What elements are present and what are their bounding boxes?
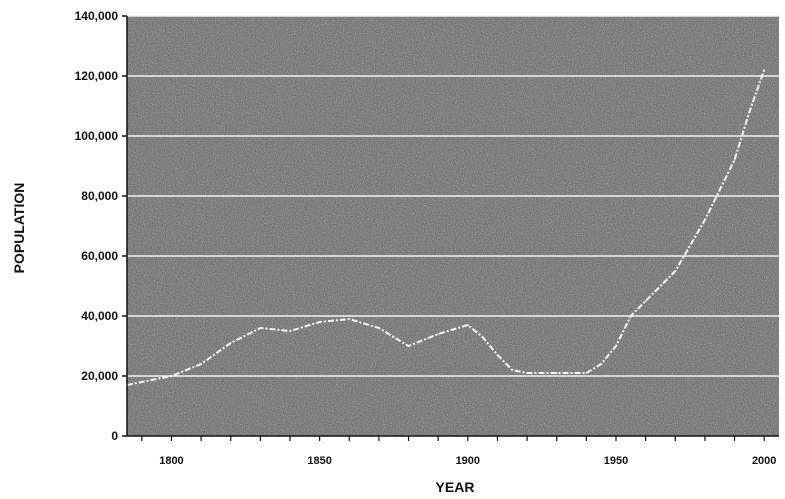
- x-tick-labels: 1800 1850 1900 1950 2000: [159, 455, 776, 467]
- data-point-25: [704, 219, 706, 221]
- data-point-16: [511, 369, 514, 371]
- data-point-15: [496, 354, 499, 356]
- data-point-13: [467, 324, 469, 326]
- y-tick-label-7: 140,000: [75, 9, 119, 23]
- data-point-12: [437, 333, 439, 335]
- y-tick-labels: 0 20,000 40,000 60,000 80,000 100,000 120,000 1…: [75, 9, 119, 443]
- x-tick-label-4: 2000: [752, 455, 776, 467]
- plot-area: [127, 16, 779, 436]
- data-point-28: [763, 69, 765, 71]
- data-point-10: [392, 336, 395, 338]
- data-point-21: [615, 345, 617, 347]
- data-point-24: [674, 270, 677, 272]
- y-axis-title: POPULATION: [11, 183, 27, 274]
- gridlines: [127, 15, 779, 377]
- x-axis-title: YEAR: [436, 479, 475, 495]
- data-point-1: [141, 381, 143, 383]
- x-tick-label-2: 1900: [456, 455, 480, 467]
- y-tick-label-3: 60,000: [81, 249, 118, 263]
- axes: [122, 15, 779, 441]
- plot-texture: [127, 16, 779, 436]
- data-point-3: [200, 363, 202, 365]
- x-tick-label-1: 1850: [307, 455, 331, 467]
- data-point-27: [748, 111, 751, 113]
- data-point-8: [348, 318, 351, 320]
- data-point-5: [259, 327, 262, 329]
- data-point-23: [644, 300, 647, 302]
- x-tick-label-0: 1800: [159, 455, 183, 467]
- data-point-19: [585, 372, 588, 374]
- data-point-7: [318, 321, 321, 323]
- y-tick-label-6: 120,000: [75, 69, 119, 83]
- y-tick-label-0: 0: [111, 429, 118, 443]
- data-point-9: [378, 327, 380, 329]
- y-tick-label-4: 80,000: [81, 189, 118, 203]
- data-point-17: [526, 372, 528, 374]
- data-point-22: [630, 315, 632, 317]
- data-point-4: [229, 342, 232, 344]
- data-point-11: [407, 345, 410, 347]
- data-point-20: [600, 363, 602, 365]
- x-tick-label-3: 1950: [604, 455, 628, 467]
- data-point-2: [170, 375, 173, 377]
- y-tick-label-2: 40,000: [81, 309, 118, 323]
- y-tick-label-5: 100,000: [75, 129, 119, 143]
- data-point-14: [481, 336, 484, 338]
- y-tick-label-1: 20,000: [81, 369, 118, 383]
- data-point-26: [733, 159, 736, 161]
- data-point-6: [289, 330, 291, 332]
- data-point-18: [555, 372, 558, 374]
